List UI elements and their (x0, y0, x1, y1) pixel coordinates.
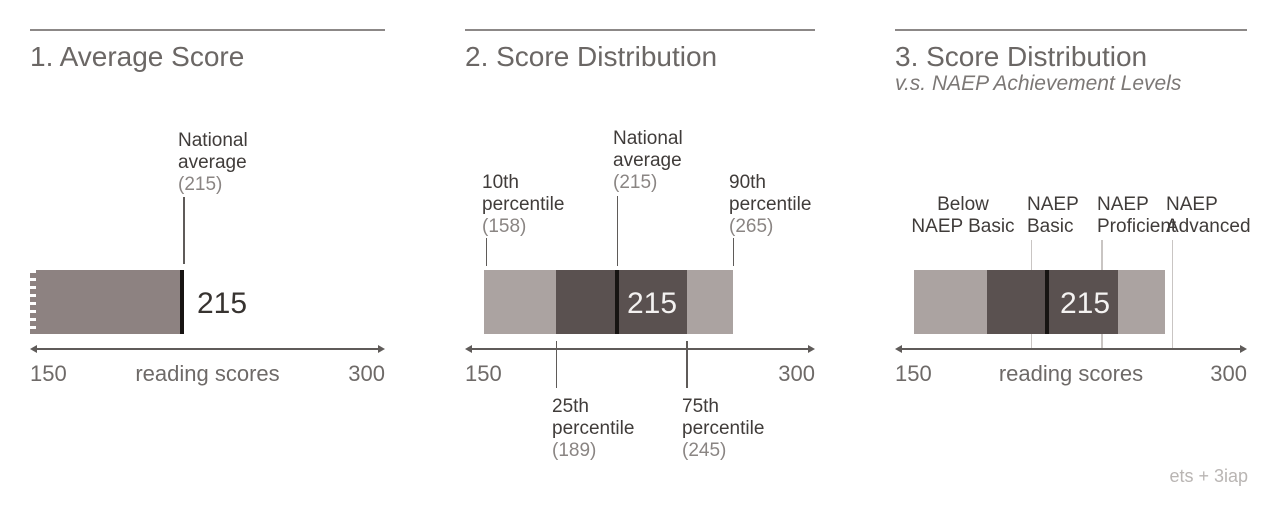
level-label-line: Basic (1027, 216, 1074, 237)
percentile-range-25-75-bar (556, 270, 687, 334)
panel-score-distribution: 2. Score Distribution 10th percentile (1… (465, 0, 815, 510)
x-axis (30, 345, 385, 353)
panel-average-score: 1. Average Score National average (215) … (30, 0, 385, 510)
annotation-line: National (613, 128, 683, 149)
annotation-line: National (178, 130, 248, 151)
level-label-line: Proficient (1097, 216, 1177, 237)
axis-min-label: 150 (465, 361, 502, 386)
annotation-line: percentile (552, 418, 635, 439)
arrow-right-icon (1240, 345, 1247, 353)
panel-divider-rule (465, 29, 815, 31)
annotation-line: average (613, 150, 682, 171)
national-average-marker (615, 270, 619, 334)
annotation-line: 75th (682, 396, 719, 417)
annotation-value: (215) (178, 174, 223, 195)
level-label-below-naep-basic: Below NAEP Basic (903, 194, 1023, 238)
cutoff-line-naep-advanced (1171, 240, 1173, 350)
callout-line-national-average (616, 196, 618, 266)
arrow-right-icon (808, 345, 815, 353)
annotation-value: (215) (613, 172, 658, 193)
callout-line-25th-percentile (555, 341, 557, 388)
national-average-marker (1045, 270, 1049, 334)
annotation-line: percentile (482, 194, 565, 215)
annotation-national-average: National average (215) (178, 130, 248, 196)
level-label-naep-proficient: NAEP Proficient (1097, 194, 1176, 238)
national-average-marker (180, 270, 184, 334)
panel-title: 1. Average Score (30, 41, 245, 72)
callout-line-national-average (183, 197, 185, 264)
panel-title: 3. Score Distribution (895, 41, 1148, 72)
level-label-line: Below (937, 194, 989, 215)
annotation-line: percentile (682, 418, 765, 439)
annotation-25th-percentile: 25th percentile (189) (552, 396, 634, 462)
annotation-value: (189) (552, 440, 597, 461)
annotation-national-average: National average (215) (613, 128, 683, 194)
truncated-axis-jagged-edge (30, 270, 36, 334)
level-label-line: NAEP (1097, 194, 1149, 215)
axis-min-label: 150 (30, 361, 67, 386)
panel-divider-rule (895, 29, 1247, 31)
arrow-right-icon (378, 345, 385, 353)
annotation-value: (245) (682, 440, 727, 461)
level-label-line: NAEP (1027, 194, 1079, 215)
axis-max-label: 300 (1210, 361, 1247, 386)
annotation-75th-percentile: 75th percentile (245) (682, 396, 764, 462)
annotation-line: 10th (482, 172, 519, 193)
average-value-label: 215 (627, 287, 678, 320)
panel-score-distribution-vs-naep: 3. Score Distribution v.s. NAEP Achievem… (895, 0, 1251, 510)
axis-line (32, 348, 383, 350)
annotation-line: average (178, 152, 247, 173)
level-label-line: NAEP (1166, 194, 1218, 215)
panel-divider-rule (30, 29, 385, 31)
annotation-line: 90th (729, 172, 766, 193)
arrow-left-icon (895, 345, 902, 353)
axis-max-label: 300 (778, 361, 815, 386)
axis-line (897, 348, 1245, 350)
annotation-line: 25th (552, 396, 589, 417)
panel-subtitle: v.s. NAEP Achievement Levels (895, 72, 1182, 95)
arrow-left-icon (465, 345, 472, 353)
level-label-line: Advanced (1166, 216, 1251, 237)
annotation-10th-percentile: 10th percentile (158) (482, 172, 564, 238)
average-score-bar (30, 270, 184, 334)
x-axis (895, 345, 1247, 353)
annotation-line: percentile (729, 194, 812, 215)
average-value-label: 215 (197, 287, 248, 320)
panel-title: 2. Score Distribution (465, 41, 718, 72)
level-label-naep-advanced: NAEP Advanced (1166, 194, 1251, 238)
level-label-naep-basic: NAEP Basic (1027, 194, 1079, 238)
level-label-line: NAEP Basic (911, 216, 1015, 237)
axis-line (467, 348, 813, 350)
percentile-range-25-75-bar (987, 270, 1118, 334)
callout-line-10th-percentile (485, 238, 487, 266)
annotation-value: (265) (729, 216, 774, 237)
axis-min-label: 150 (895, 361, 932, 386)
arrow-left-icon (30, 345, 37, 353)
annotation-90th-percentile: 90th percentile (265) (729, 172, 811, 238)
x-axis (465, 345, 815, 353)
axis-title: reading scores (998, 361, 1144, 386)
annotation-value: (158) (482, 216, 527, 237)
callout-line-75th-percentile (686, 341, 688, 388)
axis-max-label: 300 (348, 361, 385, 386)
attribution-watermark: ets + 3iap (1169, 466, 1248, 486)
axis-title: reading scores (135, 361, 280, 386)
average-value-label: 215 (1060, 287, 1111, 320)
callout-line-90th-percentile (732, 238, 734, 266)
